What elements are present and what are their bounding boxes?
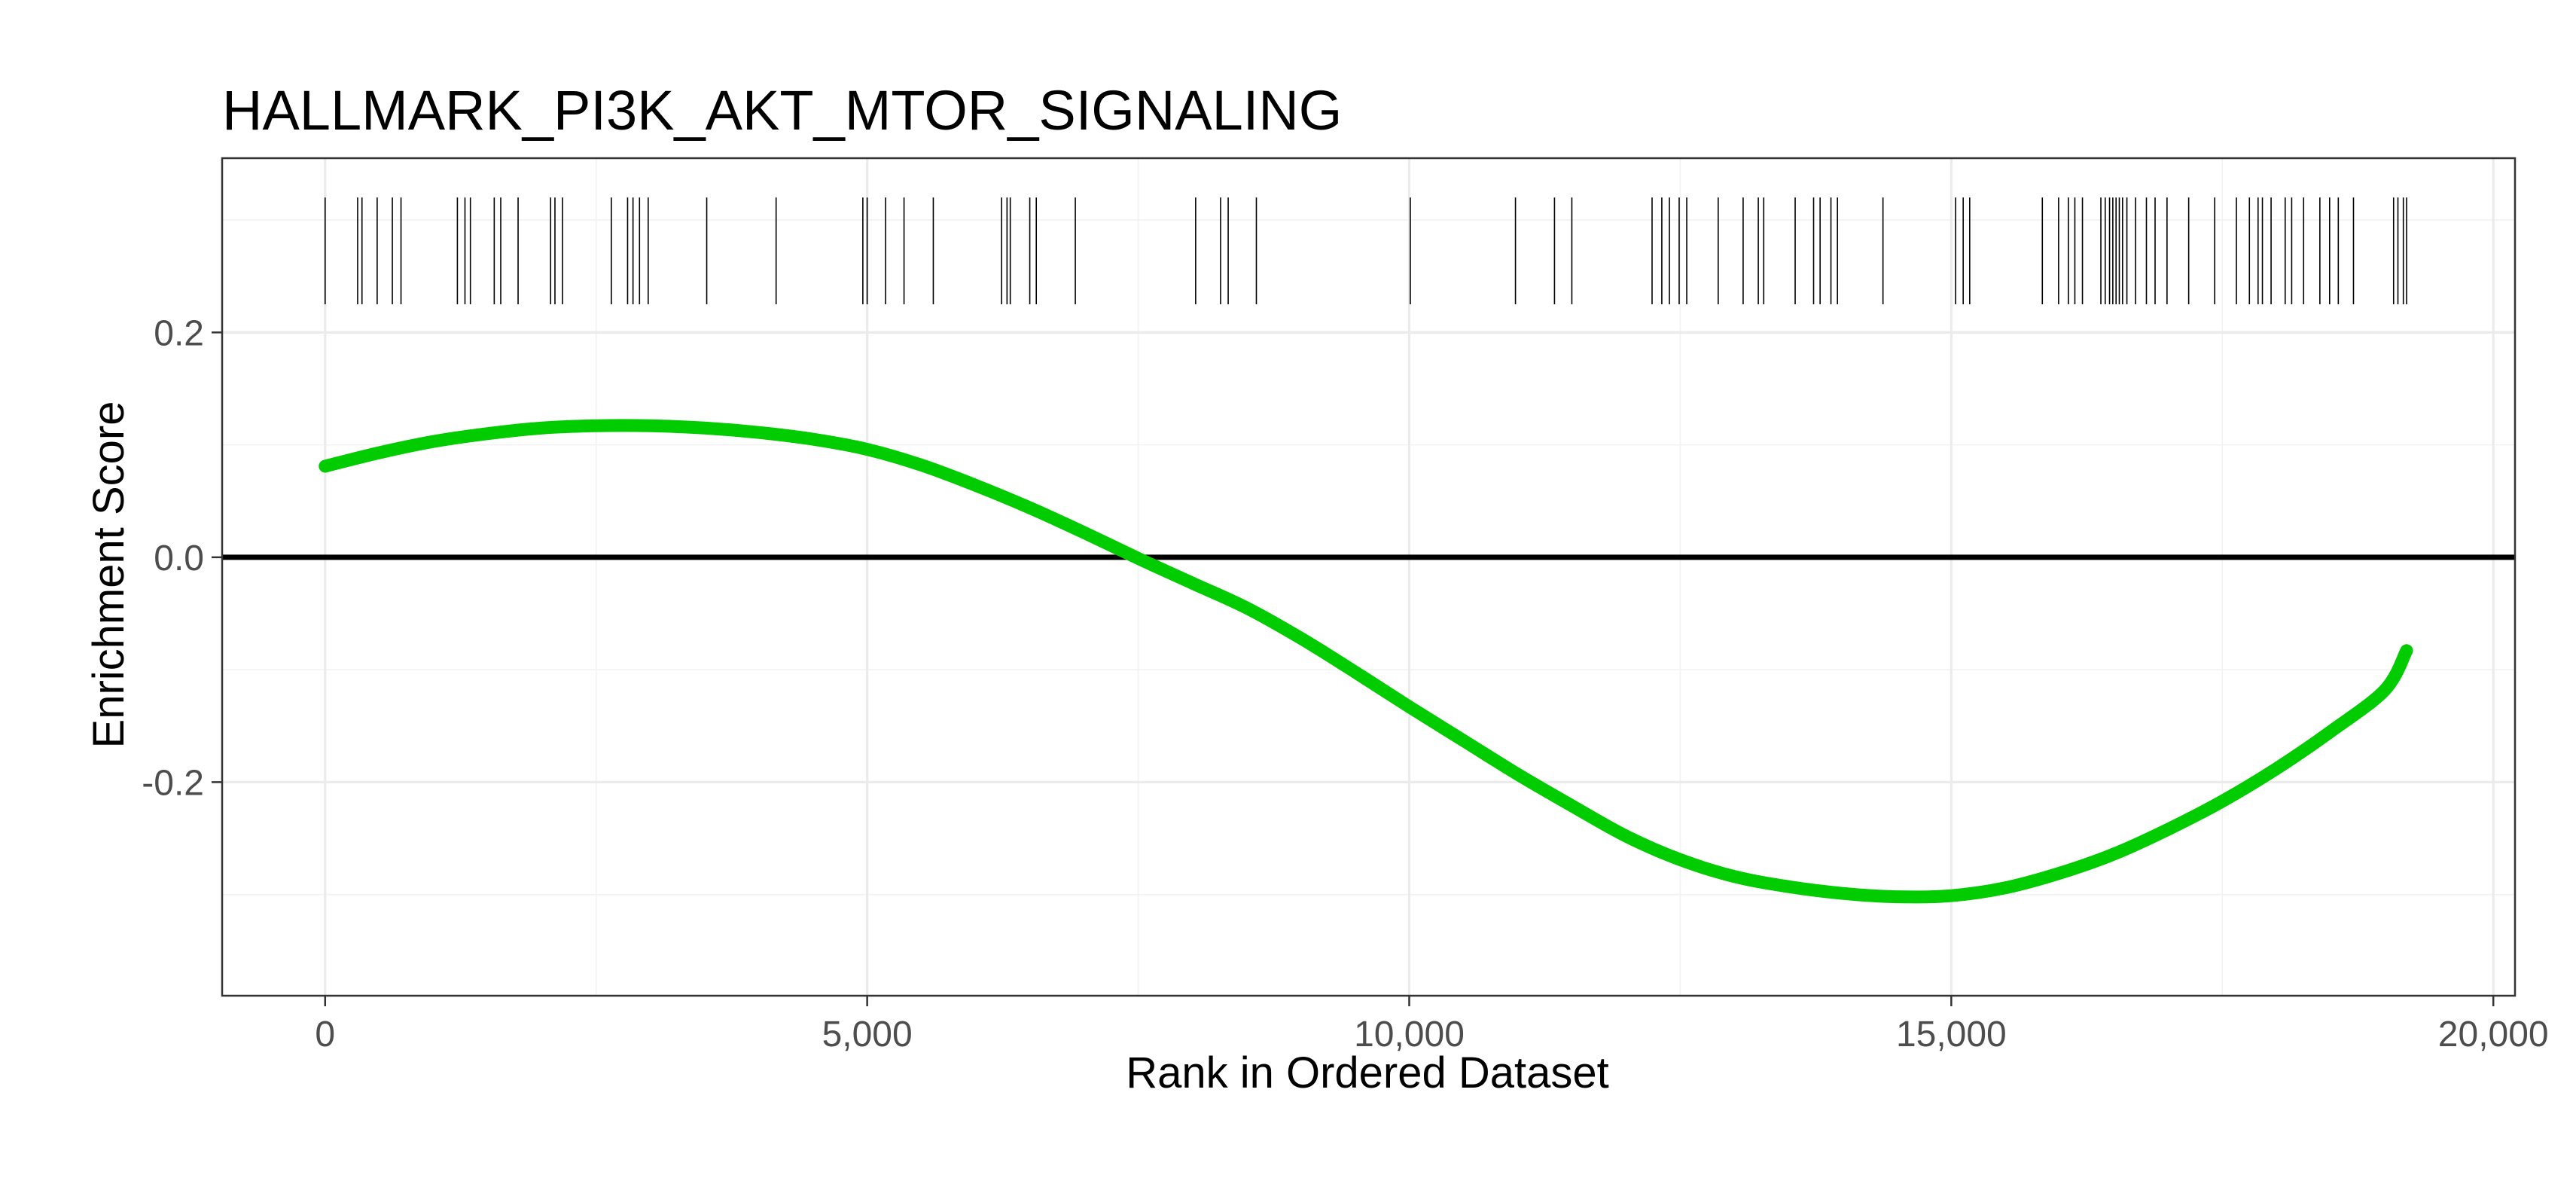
x-tick-label: 20,000 bbox=[2438, 1015, 2549, 1054]
x-axis: 0 5,000 10,000 15,000 20,000 bbox=[315, 996, 2549, 1054]
y-tick-label: 0.0 bbox=[154, 539, 204, 578]
gene-hit-marks bbox=[324, 197, 2407, 305]
enrichment-score-curve bbox=[319, 419, 2413, 904]
x-tick-label: 10,000 bbox=[1354, 1015, 1465, 1054]
x-axis-title: Rank in Ordered Dataset bbox=[1126, 1048, 1609, 1097]
panel-border bbox=[221, 157, 2517, 997]
y-axis: 0.2 0.0 -0.2 bbox=[142, 313, 222, 803]
x-tick-label: 5,000 bbox=[822, 1015, 913, 1054]
y-axis-title: Enrichment Score bbox=[84, 401, 133, 749]
y-tick-label: 0.2 bbox=[154, 313, 204, 353]
x-tick-label: 15,000 bbox=[1896, 1015, 2007, 1054]
x-tick-label: 0 bbox=[315, 1015, 335, 1054]
chart-title: HALLMARK_PI3K_AKT_MTOR_SIGNALING bbox=[222, 79, 1342, 142]
y-tick-label: -0.2 bbox=[142, 763, 204, 803]
series-layer bbox=[319, 419, 2413, 904]
